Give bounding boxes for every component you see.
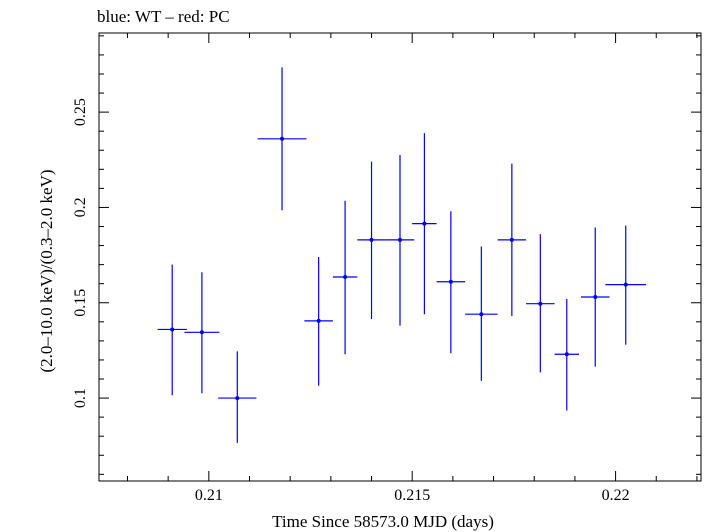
data-marker	[593, 295, 598, 300]
data-point	[526, 234, 555, 373]
y-tick-label: 0.2	[72, 197, 89, 217]
data-point	[385, 155, 415, 326]
data-marker	[343, 275, 348, 280]
x-tick-label: 0.21	[195, 487, 223, 504]
data-point	[554, 298, 579, 411]
data-marker	[422, 221, 427, 226]
chart-title: blue: WT – red: PC	[97, 7, 230, 26]
plot-frame	[98, 32, 702, 482]
x-tick-label: 0.215	[394, 487, 430, 504]
data-marker	[398, 237, 402, 242]
data-marker	[280, 136, 285, 141]
axis-ticks	[99, 33, 701, 481]
data-point	[157, 264, 187, 396]
x-axis-label: Time Since 58573.0 MJD (days)	[272, 512, 494, 531]
data-point	[357, 161, 386, 319]
data-marker	[199, 330, 204, 335]
y-tick-label: 0.15	[72, 289, 89, 317]
data-point	[497, 163, 527, 317]
data-series	[157, 67, 647, 443]
data-marker	[564, 352, 569, 357]
tick-labels: 0.21 0.215 0.22 0.1 0.15 0.2 0.25	[72, 98, 630, 504]
data-marker	[509, 237, 514, 242]
y-axis-label: (2.0–10.0 keV)/(0.3–2.0 keV)	[37, 169, 56, 372]
data-marker	[623, 282, 628, 287]
data-point	[218, 351, 257, 443]
data-point	[412, 133, 437, 315]
data-point	[184, 272, 220, 394]
data-marker	[170, 327, 175, 332]
data-point	[304, 257, 333, 386]
y-tick-label: 0.1	[72, 388, 89, 408]
data-marker	[538, 301, 543, 306]
data-marker	[479, 312, 484, 317]
data-point	[257, 67, 307, 211]
data-marker	[235, 396, 240, 401]
x-tick-label: 0.22	[602, 487, 630, 504]
data-marker	[316, 318, 321, 323]
y-tick-label: 0.25	[72, 98, 89, 126]
data-point	[465, 246, 498, 381]
data-point	[581, 227, 610, 367]
data-point	[605, 225, 647, 345]
data-marker	[448, 279, 453, 284]
data-point	[332, 200, 358, 355]
data-marker	[369, 237, 374, 242]
data-point	[436, 211, 466, 354]
